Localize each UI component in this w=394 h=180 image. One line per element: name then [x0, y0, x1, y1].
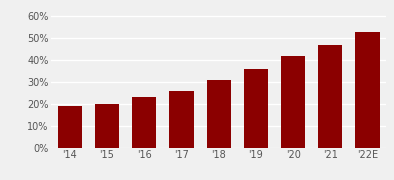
Bar [169, 91, 193, 148]
Bar [244, 69, 268, 148]
Bar [318, 45, 342, 148]
Bar [281, 56, 305, 148]
Bar [132, 97, 156, 148]
Bar [355, 32, 379, 148]
Bar [58, 106, 82, 148]
Bar [95, 104, 119, 148]
Bar [206, 80, 231, 148]
